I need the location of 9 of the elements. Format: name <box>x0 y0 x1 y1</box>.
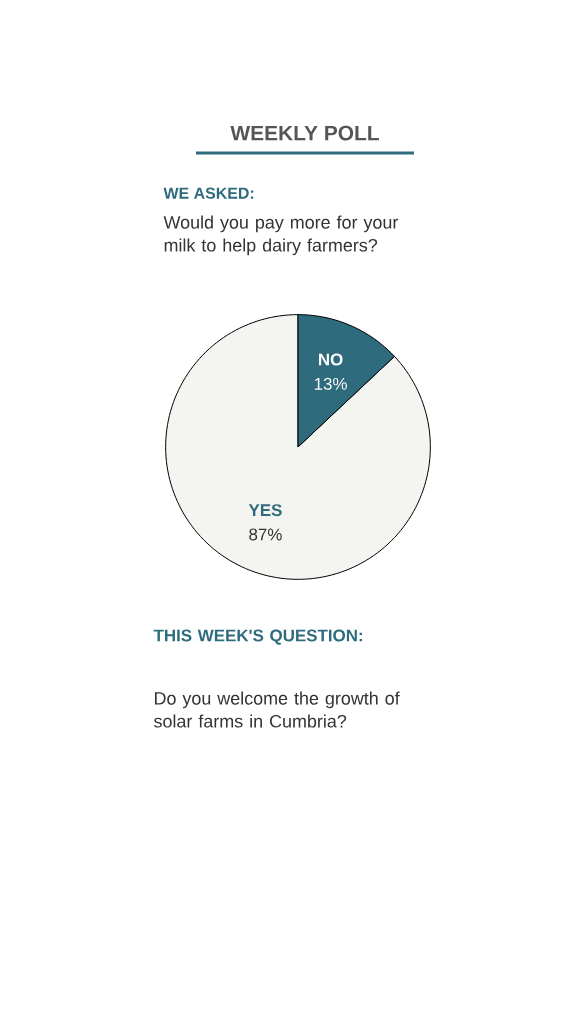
text: Do you welcome the growth of solar farms in Cumbria? <box>154 691 400 728</box>
slice-label: NO <box>319 353 343 366</box>
text: THIS WEEK'S QUESTION: <box>153 629 362 645</box>
chart-subtitle: WE ASKED: <box>163 187 254 199</box>
chart-title: WEEKLY POLL <box>230 125 379 141</box>
data-label: 87% <box>249 528 282 541</box>
text: Would you pay more for your milk to help dairy farmers? <box>163 215 399 256</box>
data-label: 13% <box>314 377 347 390</box>
slice-label: YES <box>248 504 282 517</box>
